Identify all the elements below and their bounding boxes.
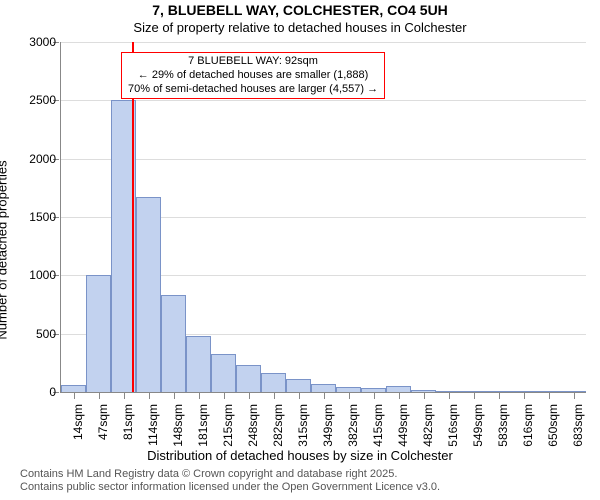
x-tick (574, 393, 575, 399)
info-box-line: 7 BLUEBELL WAY: 92sqm (128, 55, 378, 69)
gridline (61, 159, 586, 160)
histogram-bar (286, 379, 311, 392)
x-tick (74, 393, 75, 399)
x-tick-label: 282sqm (271, 404, 285, 447)
title-main: 7, BLUEBELL WAY, COLCHESTER, CO4 5UH (0, 2, 600, 18)
x-tick-label: 248sqm (246, 404, 260, 447)
x-tick-label: 47sqm (96, 404, 110, 440)
x-axis-label: Distribution of detached houses by size … (0, 448, 600, 463)
x-tick (324, 393, 325, 399)
x-tick-label: 14sqm (71, 404, 85, 440)
x-tick (199, 393, 200, 399)
y-tick-label: 0 (49, 385, 56, 399)
x-tick-label: 449sqm (396, 404, 410, 447)
x-tick (424, 393, 425, 399)
y-tick-label: 2000 (29, 152, 56, 166)
y-axis-label: Number of detached properties (0, 160, 10, 339)
x-tick-label: 181sqm (196, 404, 210, 447)
x-tick-label: 583sqm (496, 404, 510, 447)
histogram-bar (336, 387, 361, 392)
x-tick-label: 114sqm (146, 404, 160, 446)
histogram-bar (361, 388, 386, 392)
x-tick (299, 393, 300, 399)
x-tick (249, 393, 250, 399)
x-tick-label: 349sqm (321, 404, 335, 447)
histogram-bar (311, 384, 336, 392)
histogram-bar (511, 391, 536, 392)
histogram-bar (386, 386, 411, 392)
y-tick-label: 1000 (29, 268, 56, 282)
histogram-bar (236, 365, 261, 392)
y-tick-label: 3000 (29, 35, 56, 49)
info-box-line: 70% of semi-detached houses are larger (… (128, 83, 378, 97)
x-tick (349, 393, 350, 399)
footer-line-2: Contains public sector information licen… (20, 481, 440, 494)
chart-container: 7, BLUEBELL WAY, COLCHESTER, CO4 5UH Siz… (0, 0, 600, 500)
x-tick (399, 393, 400, 399)
x-tick (449, 393, 450, 399)
x-tick-label: 516sqm (446, 404, 460, 447)
histogram-bar (186, 336, 211, 392)
property-info-box: 7 BLUEBELL WAY: 92sqm← 29% of detached h… (121, 52, 385, 99)
x-tick-label: 148sqm (171, 404, 185, 447)
gridline (61, 42, 586, 43)
histogram-bar (436, 391, 461, 392)
x-tick-label: 683sqm (571, 404, 585, 447)
x-tick (374, 393, 375, 399)
x-tick-label: 415sqm (371, 404, 385, 447)
histogram-bar (61, 385, 86, 392)
histogram-bar (561, 391, 586, 392)
histogram-bar (486, 391, 511, 392)
footer-attribution: Contains HM Land Registry data © Crown c… (20, 468, 440, 494)
x-tick (99, 393, 100, 399)
x-tick-label: 549sqm (471, 404, 485, 447)
x-tick-label: 382sqm (346, 404, 360, 447)
title-sub: Size of property relative to detached ho… (0, 20, 600, 35)
gridline (61, 100, 586, 101)
histogram-bar (411, 390, 436, 392)
plot-area: 05001000150020002500300014sqm47sqm81sqm1… (60, 42, 586, 393)
footer-line-1: Contains HM Land Registry data © Crown c… (20, 468, 440, 481)
x-tick-label: 315sqm (296, 404, 310, 447)
info-box-line: ← 29% of detached houses are smaller (1,… (128, 69, 378, 83)
histogram-bar (461, 391, 486, 392)
histogram-bar (536, 391, 561, 392)
x-tick-label: 81sqm (121, 404, 135, 440)
histogram-bar (261, 373, 286, 392)
x-tick (499, 393, 500, 399)
y-tick-label: 1500 (29, 210, 56, 224)
histogram-bar (86, 275, 111, 392)
histogram-bar (211, 354, 236, 393)
histogram-bar (136, 197, 161, 392)
x-tick-label: 616sqm (521, 404, 535, 447)
x-tick (524, 393, 525, 399)
x-tick (174, 393, 175, 399)
x-tick (274, 393, 275, 399)
histogram-bar (161, 295, 186, 392)
y-tick-label: 500 (36, 327, 56, 341)
y-tick-label: 2500 (29, 93, 56, 107)
x-tick-label: 482sqm (421, 404, 435, 447)
x-tick (124, 393, 125, 399)
x-tick (549, 393, 550, 399)
x-tick (224, 393, 225, 399)
x-tick-label: 215sqm (221, 404, 235, 447)
x-tick (149, 393, 150, 399)
x-tick-label: 650sqm (546, 404, 560, 447)
x-tick (474, 393, 475, 399)
